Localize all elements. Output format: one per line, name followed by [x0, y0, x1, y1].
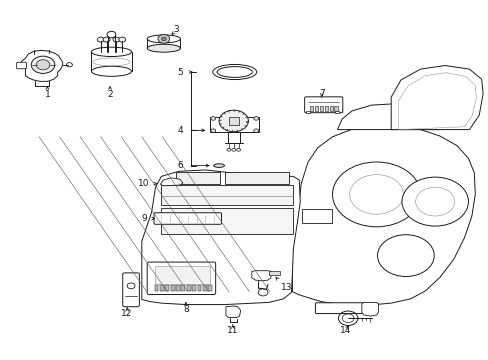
Bar: [324, 106, 327, 111]
Circle shape: [219, 110, 248, 132]
Text: 7: 7: [318, 89, 324, 98]
Text: 4: 4: [177, 126, 183, 135]
FancyBboxPatch shape: [315, 303, 365, 314]
Polygon shape: [160, 178, 183, 186]
Text: 12: 12: [121, 309, 133, 318]
Bar: [197, 285, 201, 291]
Text: 8: 8: [183, 305, 188, 314]
Ellipse shape: [213, 164, 224, 167]
FancyBboxPatch shape: [304, 97, 342, 113]
Bar: [161, 185, 293, 205]
Bar: [154, 266, 210, 284]
Circle shape: [66, 63, 72, 67]
Bar: [208, 285, 212, 291]
FancyBboxPatch shape: [122, 273, 139, 307]
FancyBboxPatch shape: [154, 213, 221, 224]
Text: 9: 9: [141, 214, 146, 223]
Polygon shape: [292, 127, 474, 305]
Circle shape: [231, 148, 235, 151]
Text: 2: 2: [107, 90, 113, 99]
Bar: [154, 285, 158, 291]
Polygon shape: [142, 170, 300, 305]
Ellipse shape: [91, 47, 131, 57]
Circle shape: [113, 37, 120, 42]
Circle shape: [103, 37, 110, 42]
Circle shape: [161, 37, 166, 41]
Circle shape: [253, 117, 258, 120]
Bar: [268, 271, 279, 275]
Circle shape: [107, 31, 116, 38]
Bar: [160, 285, 163, 291]
Bar: [176, 172, 220, 184]
Bar: [181, 285, 185, 291]
Bar: [319, 106, 323, 111]
Bar: [302, 209, 331, 223]
Polygon shape: [225, 306, 240, 318]
Circle shape: [332, 162, 420, 227]
Bar: [305, 111, 309, 113]
Circle shape: [210, 117, 215, 120]
Bar: [165, 285, 169, 291]
Circle shape: [226, 148, 230, 151]
Circle shape: [377, 235, 433, 276]
Bar: [309, 106, 313, 111]
Text: 1: 1: [44, 90, 50, 99]
Ellipse shape: [147, 35, 180, 43]
Polygon shape: [390, 66, 482, 130]
Bar: [329, 106, 332, 111]
FancyBboxPatch shape: [17, 62, 26, 69]
Bar: [186, 285, 190, 291]
Text: 6: 6: [177, 161, 183, 170]
Polygon shape: [210, 117, 259, 132]
Bar: [228, 117, 238, 125]
Bar: [170, 285, 174, 291]
Ellipse shape: [217, 67, 252, 77]
FancyBboxPatch shape: [147, 262, 215, 294]
Polygon shape: [337, 104, 444, 130]
Polygon shape: [251, 271, 270, 281]
Text: 14: 14: [339, 326, 350, 335]
Bar: [192, 285, 196, 291]
Text: 13: 13: [280, 284, 292, 292]
Polygon shape: [361, 302, 378, 316]
Text: 3: 3: [173, 25, 179, 34]
Circle shape: [401, 177, 468, 226]
Circle shape: [119, 37, 125, 42]
Circle shape: [210, 129, 215, 132]
Circle shape: [236, 148, 240, 151]
Bar: [314, 106, 318, 111]
Circle shape: [158, 35, 169, 43]
Text: 5: 5: [177, 68, 183, 77]
Bar: [161, 208, 293, 234]
Ellipse shape: [147, 44, 180, 52]
Text: 11: 11: [226, 325, 238, 335]
Ellipse shape: [212, 64, 256, 80]
Ellipse shape: [91, 66, 131, 76]
Bar: [176, 285, 180, 291]
Bar: [224, 172, 288, 184]
Circle shape: [97, 37, 104, 42]
Polygon shape: [21, 50, 62, 81]
Circle shape: [253, 129, 258, 132]
Circle shape: [31, 56, 55, 73]
Bar: [335, 111, 339, 113]
Circle shape: [36, 60, 50, 70]
Bar: [203, 285, 206, 291]
Bar: [334, 106, 337, 111]
Text: 10: 10: [137, 179, 149, 188]
